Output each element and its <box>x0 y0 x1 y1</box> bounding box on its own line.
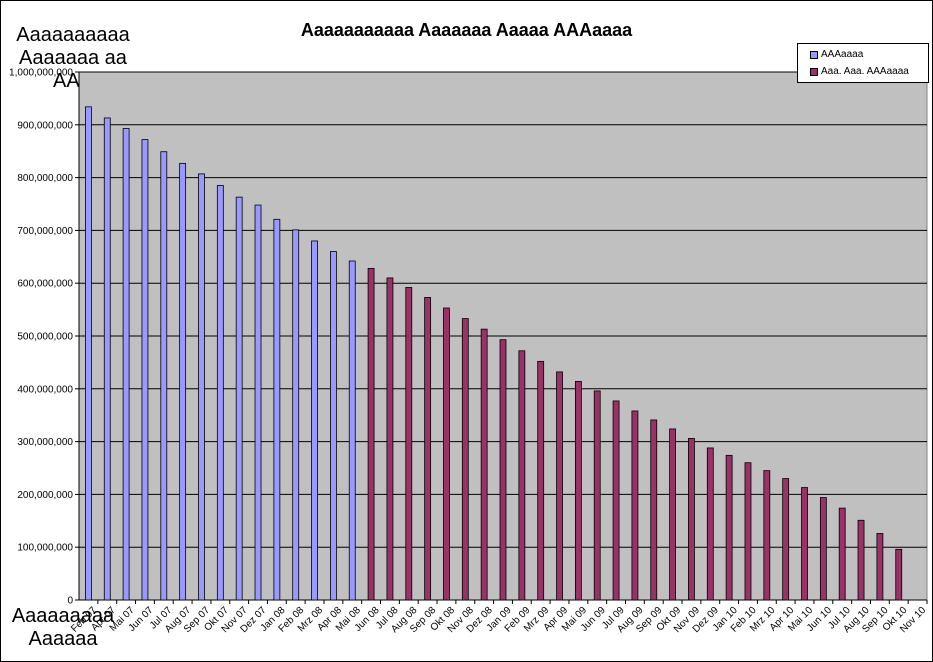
bar-series-2 <box>801 487 808 601</box>
legend-label-series-2: Aaa. Aaa. AAAaaaa <box>821 66 909 77</box>
bar-series-1 <box>103 117 111 601</box>
bar-series-2 <box>819 497 827 601</box>
y-tick-label: 900,000,000 <box>17 120 73 131</box>
bar-series-1 <box>311 240 318 601</box>
bar-series-2 <box>537 360 545 601</box>
legend: AAAaaaa Aaa. Aaa. AAAaaaa <box>797 43 929 83</box>
bar-series-2 <box>895 548 903 601</box>
bar-series-2 <box>405 287 413 601</box>
bar-series-2 <box>631 410 639 601</box>
legend-item-series-2: Aaa. Aaa. AAAaaaa <box>810 66 909 78</box>
bar-series-2 <box>556 371 563 601</box>
bar-series-2 <box>593 390 601 601</box>
bar-series-2 <box>480 328 488 601</box>
y-tick-label: 100,000,000 <box>17 543 73 554</box>
bar-series-1 <box>273 218 281 601</box>
y-tick-label: 500,000,000 <box>17 332 73 343</box>
bar-series-1 <box>254 204 262 601</box>
bar-series-2 <box>838 507 846 601</box>
bar-series-2 <box>857 519 865 601</box>
bar-series-1 <box>216 185 224 601</box>
y-tick-label: 600,000,000 <box>17 279 73 290</box>
legend-item-series-1: AAAaaaa <box>810 49 863 61</box>
bar-series-2 <box>763 470 771 601</box>
bar-series-2 <box>688 438 695 601</box>
bar-series-1 <box>122 128 130 601</box>
bar-series-1 <box>179 162 187 601</box>
bar-series-1 <box>141 139 149 601</box>
bar-series-2 <box>876 533 884 601</box>
bar-series-1 <box>160 151 168 601</box>
y-tick-label: 400,000,000 <box>17 384 73 395</box>
bar-series-1 <box>235 196 243 601</box>
bar-series-2 <box>518 350 526 601</box>
bar-series-2 <box>367 268 375 601</box>
bar-series-2 <box>669 428 676 601</box>
bar-series-2 <box>612 400 620 601</box>
y-tick-label: 200,000,000 <box>17 490 73 501</box>
bar-series-1 <box>329 251 337 601</box>
bar-series-2 <box>424 297 432 601</box>
bar-series-2 <box>782 478 790 601</box>
bar-series-2 <box>386 277 394 601</box>
bar-series-2 <box>443 307 450 601</box>
bar-series-2 <box>744 462 752 601</box>
bar-series-1 <box>198 173 205 601</box>
bar-series-2 <box>499 339 507 601</box>
bar-series-2 <box>461 318 469 601</box>
bar-series-1 <box>85 106 92 601</box>
bar-series-1 <box>292 229 300 601</box>
x-axis-label: Aaaaaaaaa Aaaaaa <box>11 605 115 650</box>
y-tick-label: 0 <box>67 596 73 607</box>
y-tick-label: 800,000,000 <box>17 173 73 184</box>
bar-series-1 <box>348 260 356 601</box>
legend-swatch-series-1 <box>810 51 818 59</box>
bar-series-2 <box>650 419 658 601</box>
bar-series-2 <box>706 447 714 601</box>
bar-series-2 <box>574 381 582 601</box>
y-tick-label: 700,000,000 <box>17 226 73 237</box>
y-tick-label: 300,000,000 <box>17 437 73 448</box>
y-tick-label: 1,000,000,000 <box>9 68 73 79</box>
legend-label-series-1: AAAaaaa <box>821 49 864 60</box>
chart-title: Aaaaaaaaaaa Aaaaaaa Aaaaa AAAaaaa <box>300 20 633 40</box>
bar-series-2 <box>725 454 733 601</box>
legend-swatch-series-2 <box>810 68 818 76</box>
